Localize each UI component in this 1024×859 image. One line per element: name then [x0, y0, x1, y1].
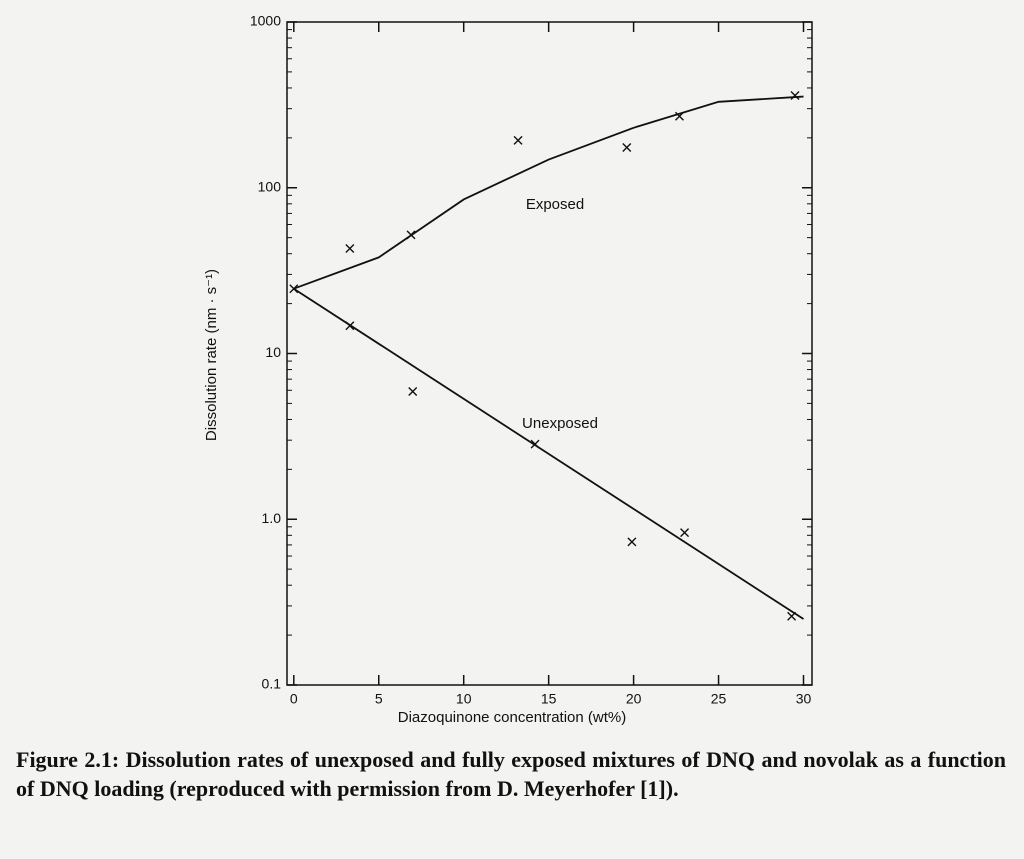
- x-tick-label: 10: [456, 691, 472, 707]
- data-point: [408, 386, 418, 396]
- y-tick-label: 1000: [250, 13, 281, 29]
- data-point: [787, 611, 797, 621]
- series-label: Unexposed: [522, 415, 598, 432]
- data-point: [345, 321, 355, 331]
- x-tick-label: 15: [541, 691, 557, 707]
- x-tick-label: 25: [711, 691, 727, 707]
- x-axis-label: Diazoquinone concentration (wt%): [398, 709, 626, 726]
- x-tick-label: 30: [796, 691, 812, 707]
- data-point: [674, 111, 684, 121]
- plot-frame: [286, 21, 813, 686]
- caption-box: Figure 2.1: Dissolution rates of unexpos…: [16, 747, 1006, 801]
- data-point: [513, 135, 523, 145]
- x-tick-label: 0: [290, 691, 298, 707]
- data-point: [790, 91, 800, 101]
- data-point: [530, 439, 540, 449]
- y-tick-label: 10: [265, 344, 281, 360]
- y-tick-label: 0.1: [262, 676, 282, 692]
- x-tick-label: 20: [626, 691, 642, 707]
- y-axis-label: Dissolution rate (nm · s⁻¹): [203, 269, 220, 441]
- y-tick-label: 1.0: [262, 510, 282, 526]
- series-label: Exposed: [526, 196, 584, 213]
- y-tick-label: 100: [258, 178, 282, 194]
- caption: Figure 2.1: Dissolution rates of unexpos…: [16, 747, 1006, 801]
- data-point: [680, 528, 690, 538]
- data-point: [622, 142, 632, 152]
- x-tick-label: 5: [375, 691, 383, 707]
- fit-line: [293, 287, 804, 620]
- data-point: [406, 230, 416, 240]
- data-point: [345, 244, 355, 253]
- fit-line: [293, 95, 804, 290]
- data-point: [627, 537, 637, 547]
